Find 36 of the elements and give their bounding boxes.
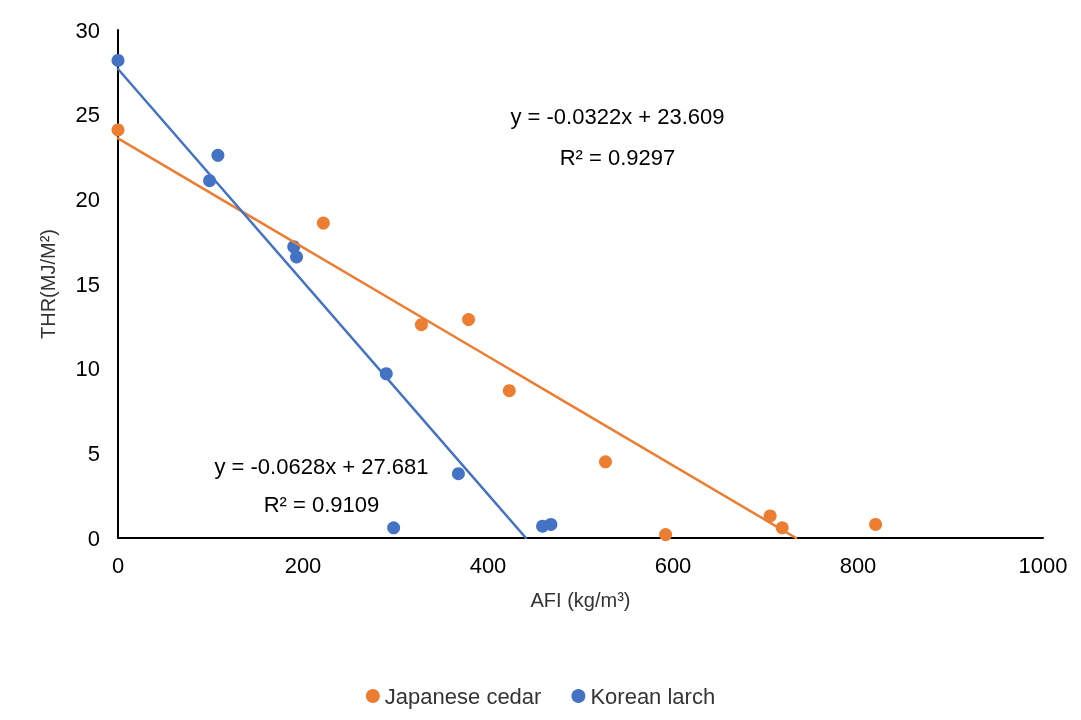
x-tick-label: 600 (654, 552, 692, 578)
point (502, 384, 516, 398)
y-tick-label: 10 (75, 356, 100, 382)
y-tick-label: 15 (75, 271, 100, 297)
annotation: y = -0.0628x + 27.681 (214, 454, 429, 480)
y-tick-label: 30 (75, 17, 100, 43)
point (659, 528, 673, 542)
y-tick-label: 0 (87, 525, 100, 551)
x-tick-label: 400 (469, 552, 507, 578)
legend-label: Korean larch (590, 683, 716, 709)
point (111, 123, 125, 137)
annotation: y = -0.0322x + 23.609 (510, 103, 725, 129)
point (290, 250, 304, 264)
annotation: R² = 0.9297 (559, 144, 676, 170)
point (316, 216, 330, 230)
x-tick-label: 200 (284, 552, 322, 578)
y-tick-label: 5 (87, 440, 100, 466)
point (111, 53, 125, 67)
point (387, 521, 401, 535)
x-tick-label: 0 (111, 552, 125, 578)
x-tick-label: 800 (839, 552, 877, 578)
y-axis-title: THR(MJ/M²) (37, 229, 59, 339)
point (763, 509, 777, 523)
point (451, 467, 465, 481)
point (462, 313, 476, 327)
legend-label: Japanese cedar (384, 683, 542, 709)
point (869, 517, 883, 531)
point (211, 148, 225, 162)
x-axis-title: AFI (kg/m³) (530, 589, 631, 611)
point (544, 517, 558, 531)
x-tick-label: 1000 (1018, 552, 1068, 578)
y-tick-label: 25 (75, 102, 100, 128)
point (414, 318, 428, 332)
y-tick-label: 20 (75, 186, 100, 212)
point (598, 455, 612, 469)
annotation: R² = 0.9109 (263, 492, 380, 518)
